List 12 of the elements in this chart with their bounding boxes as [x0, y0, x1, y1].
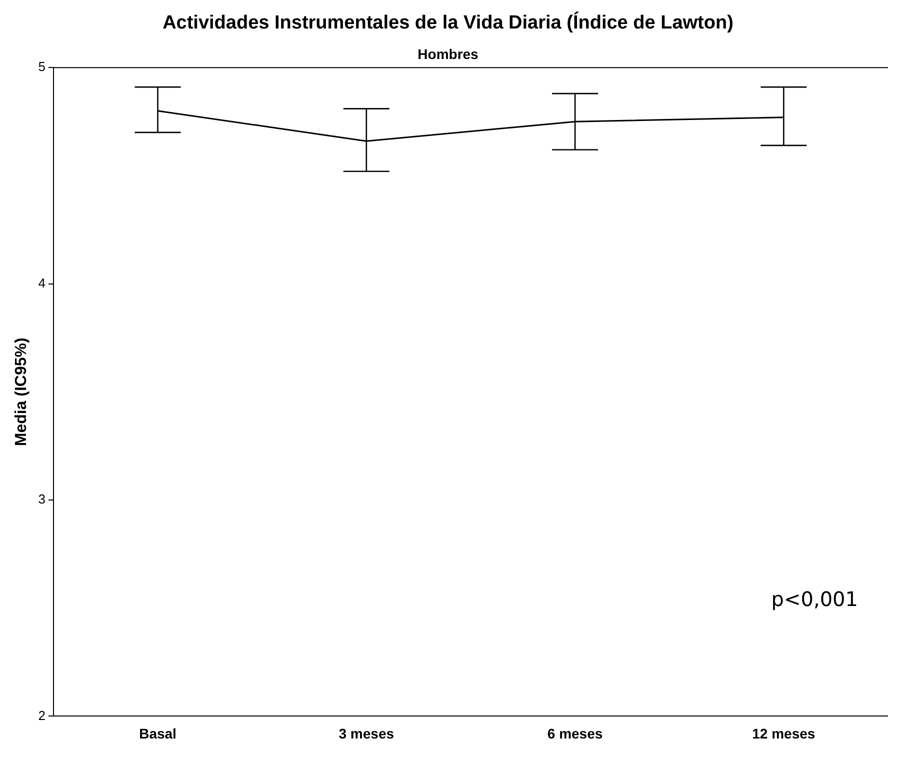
y-tick-label: 3 [38, 492, 46, 507]
x-tick-label: 6 meses [547, 725, 603, 742]
chart-subtitle: Hombres [418, 46, 479, 62]
x-tick-label: Basal [139, 725, 176, 742]
chart-title: Actividades Instrumentales de la Vida Diaria (Índice de Lawton) [162, 12, 734, 34]
annotation: p<0,001 [771, 587, 858, 612]
y-axis-title: Media (IC95%) [13, 338, 30, 446]
x-tick-label: 3 meses [338, 725, 394, 742]
y-tick-label: 4 [38, 275, 46, 290]
x-tick-label: 12 meses [752, 725, 816, 742]
y-tick-label: 2 [38, 708, 46, 723]
y-tick-label: 5 [38, 59, 46, 74]
